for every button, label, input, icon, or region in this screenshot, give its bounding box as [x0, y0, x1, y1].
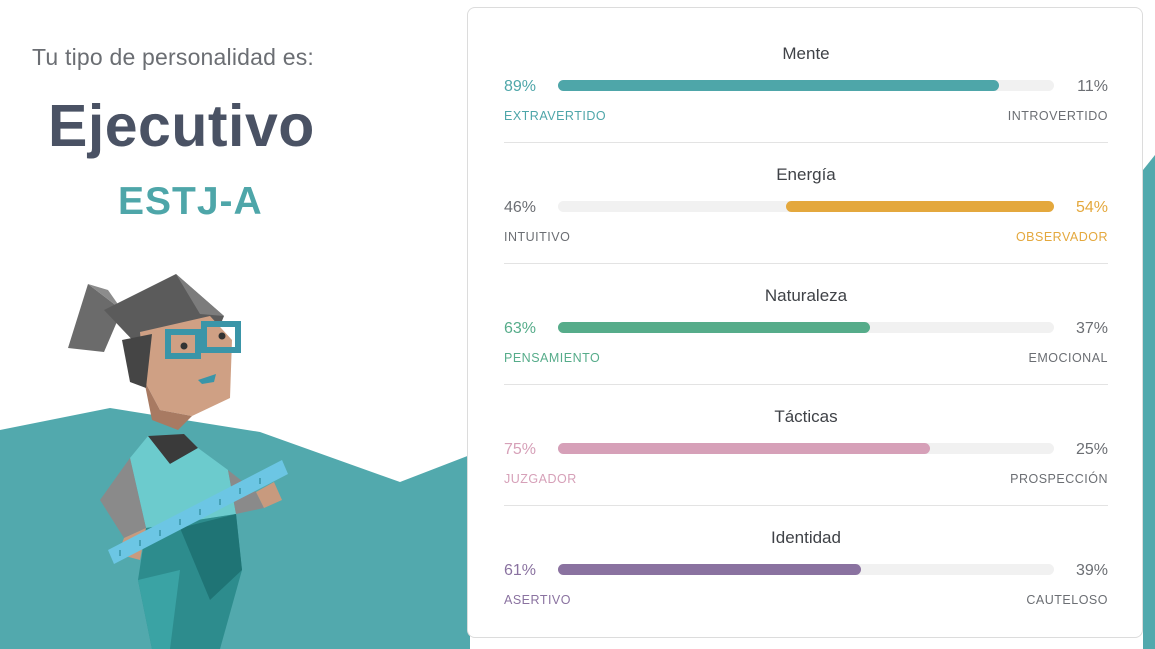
traits-panel: Mente 89% 11% EXTRAVERTIDO INTROVERTIDO … [467, 7, 1143, 638]
trait-left-label: ASERTIVO [504, 593, 571, 607]
trait-right-label: OBSERVADOR [1015, 230, 1108, 244]
trait-right-percent: 25% [1075, 441, 1108, 458]
trait-bar-fill [558, 80, 1000, 91]
trait-title: Tácticas [774, 407, 838, 426]
trait-nature: Naturaleza 63% 37% PENSAMIENTO EMOCIONAL [504, 250, 1108, 371]
trait-right-percent: 54% [1075, 199, 1108, 216]
trait-tactics: Tácticas 75% 25% JUZGADOR PROSPECCIÓN [504, 371, 1108, 492]
trait-left-percent: 89% [504, 78, 537, 95]
trait-track [558, 201, 1054, 212]
trait-track [558, 322, 1054, 333]
executive-character-icon [68, 274, 288, 649]
trait-right-percent: 11% [1077, 78, 1108, 95]
trait-left-percent: 61% [504, 562, 537, 579]
personality-type-code: ESTJ-A [118, 180, 263, 223]
trait-title: Naturaleza [764, 286, 848, 305]
personality-type-name: Ejecutivo [48, 93, 315, 159]
trait-left-percent: 46% [504, 199, 537, 216]
divider [504, 505, 1108, 506]
trait-bar-fill [786, 201, 1054, 212]
divider [504, 142, 1108, 143]
trait-identity: Identidad 61% 39% ASERTIVO CAUTELOSO [504, 492, 1108, 613]
trait-left-label: PENSAMIENTO [504, 351, 601, 365]
trait-right-label: EMOCIONAL [1028, 351, 1108, 365]
trait-bar-fill [558, 564, 861, 575]
trait-bar-fill [558, 443, 930, 454]
trait-left-label: EXTRAVERTIDO [504, 109, 607, 123]
trait-right-label: PROSPECCIÓN [1010, 472, 1108, 486]
trait-title: Identidad [771, 528, 841, 547]
trait-bar-fill [558, 322, 871, 333]
trait-track [558, 80, 1054, 91]
trait-left-percent: 75% [504, 441, 537, 458]
trait-energy: Energía 46% 54% INTUITIVO OBSERVADOR [504, 129, 1108, 250]
trait-left-label: INTUITIVO [504, 230, 571, 244]
trait-right-percent: 39% [1075, 562, 1108, 579]
trait-right-percent: 37% [1075, 320, 1108, 337]
trait-track [558, 443, 1054, 454]
trait-right-label: CAUTELOSO [1026, 593, 1108, 607]
trait-title: Mente [782, 44, 830, 63]
trait-left-percent: 63% [504, 320, 537, 337]
divider [504, 384, 1108, 385]
divider [504, 263, 1108, 264]
trait-left-label: JUZGADOR [504, 472, 577, 486]
trait-track [558, 564, 1054, 575]
trait-title: Energía [776, 165, 836, 184]
personality-intro: Tu tipo de personalidad es: [32, 44, 315, 70]
trait-mind: Mente 89% 11% EXTRAVERTIDO INTROVERTIDO [504, 8, 1108, 129]
trait-right-label: INTROVERTIDO [1007, 109, 1108, 123]
